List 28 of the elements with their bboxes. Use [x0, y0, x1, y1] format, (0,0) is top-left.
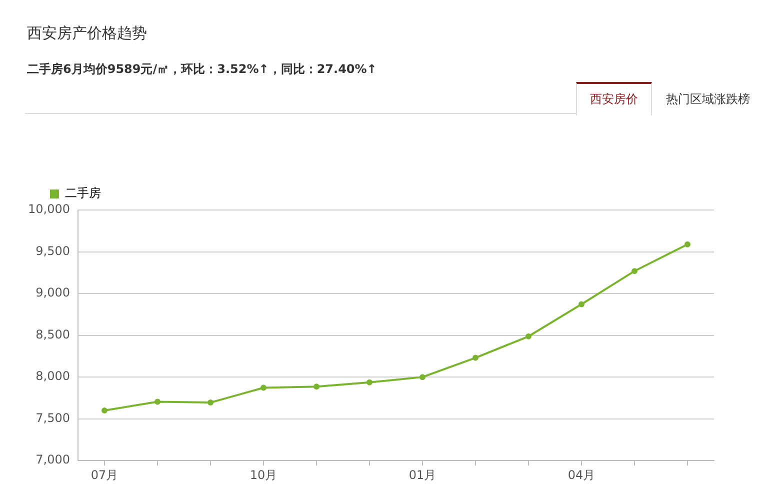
x-tick-label: 10月 — [250, 468, 278, 482]
x-tick-label: 01月 — [408, 468, 436, 482]
point — [366, 379, 372, 386]
y-tick-label: 7,000 — [36, 452, 70, 467]
y-tick-label: 8,500 — [36, 327, 70, 342]
legend-label: 二手房 — [65, 186, 101, 200]
chart-title: 西安房产价格趋势 — [27, 24, 147, 43]
text: 西安房价 — [576, 82, 652, 116]
chart-subtitle: 二手房6月均价9589元/㎡，环比：3.52%↑，同比：27.40%↑ — [27, 61, 377, 78]
point — [419, 374, 426, 380]
point — [578, 301, 584, 308]
text: 热门区域涨跌榜 — [652, 82, 764, 115]
y-tick-label: 10,000 — [28, 202, 70, 216]
y-tick-label: 9,000 — [36, 286, 70, 300]
point — [154, 398, 160, 405]
x-tick-label: 07月 — [90, 468, 118, 482]
x-tick-label: 04月 — [568, 468, 596, 482]
y-tick-label: 8,000 — [36, 369, 70, 384]
point — [260, 384, 266, 391]
y-tick-label: 9,500 — [36, 244, 70, 258]
point — [525, 333, 532, 340]
point — [101, 407, 108, 414]
point — [684, 241, 690, 248]
point — [313, 384, 320, 390]
point — [632, 268, 638, 274]
point — [472, 354, 478, 361]
y-tick-label: 7,500 — [36, 410, 70, 425]
point — [207, 400, 214, 406]
